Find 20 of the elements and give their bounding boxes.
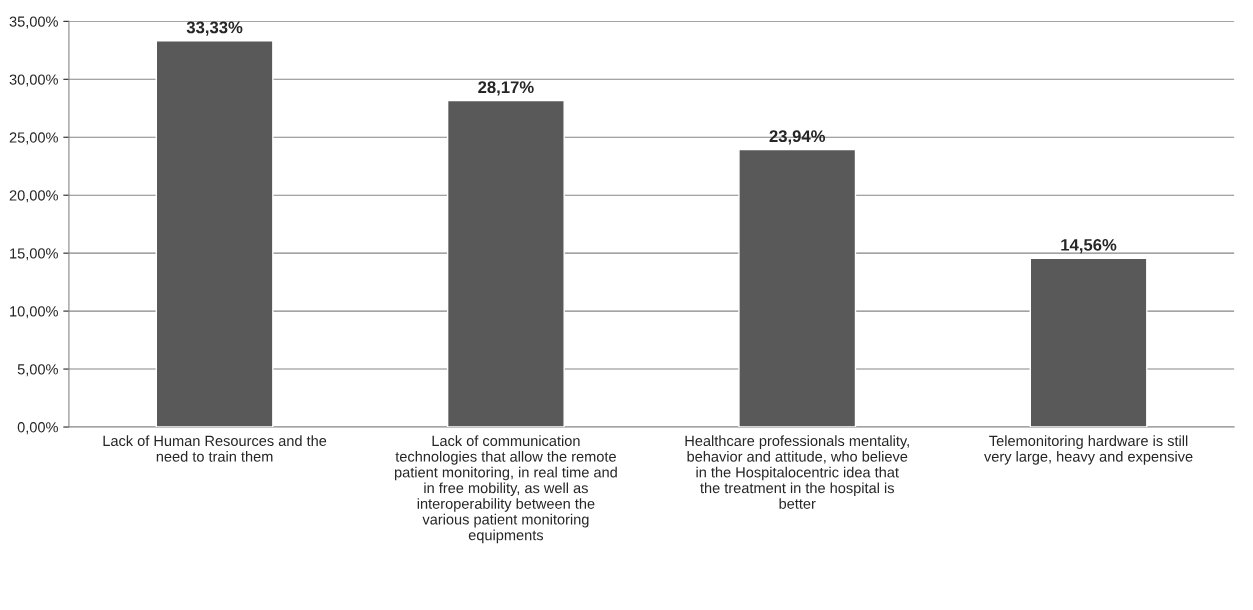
data-label: 28,17% xyxy=(478,81,534,96)
y-tick-label: 35,00% xyxy=(9,16,58,29)
y-tick-label: 25,00% xyxy=(9,132,58,145)
bar xyxy=(155,40,274,427)
y-tick-label: 30,00% xyxy=(9,74,58,87)
x-tick-label: Healthcare professionals mentality, behavior and attitude, who believe in the Hospitalocentric idea that the treatment in the hospital is better xyxy=(685,435,909,509)
y-tick-label: 5,00% xyxy=(17,364,58,377)
data-label: 23,94% xyxy=(769,130,826,145)
x-tick-label: Lack of Human Resources and the need to train them xyxy=(103,435,327,462)
data-label: 33,33% xyxy=(186,21,243,36)
x-tick-label: Telemonitoring hardware is still very large, heavy and expensive xyxy=(984,435,1193,465)
y-tick-label: 15,00% xyxy=(10,248,58,261)
data-label: 14,56% xyxy=(1061,238,1117,254)
x-tick-label: Lack of communication technologies that allow the remote patient monitoring, in real time and in free mobility, as well as interoperability between the various patient monitoring equipments xyxy=(394,435,617,544)
bar xyxy=(446,99,565,427)
y-tick-label: 20,00% xyxy=(9,190,58,203)
y-tick-label: 0,00% xyxy=(17,422,58,435)
bar xyxy=(1029,257,1148,427)
y-tick-label: 10,00% xyxy=(10,306,58,319)
bar xyxy=(738,148,857,427)
